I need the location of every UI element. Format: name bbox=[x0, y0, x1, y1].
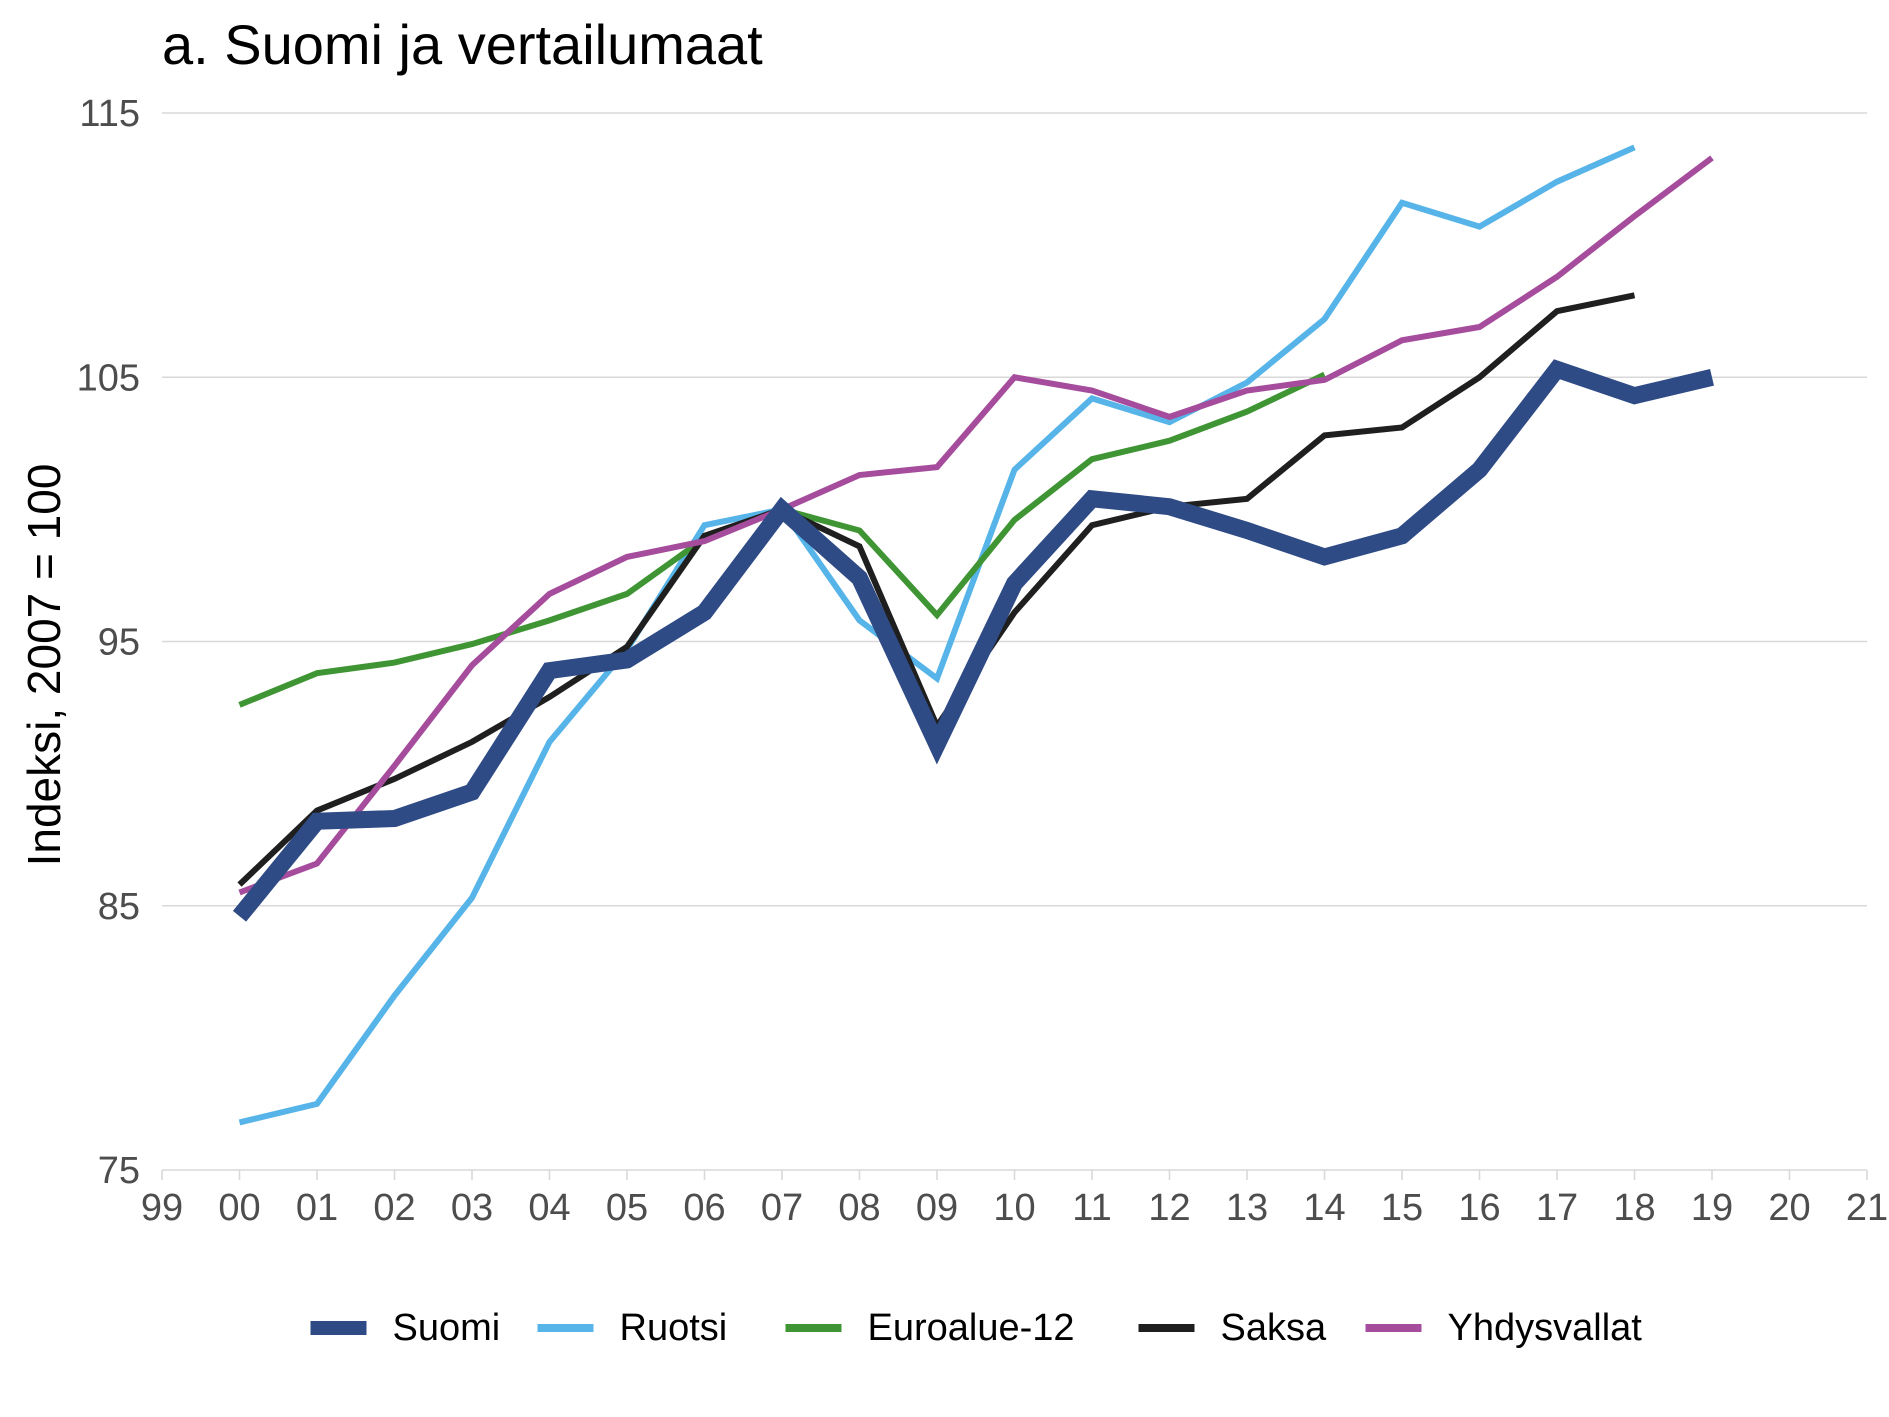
x-tick-label: 09 bbox=[916, 1187, 958, 1229]
x-tick-label: 00 bbox=[218, 1187, 260, 1229]
y-tick-label: 95 bbox=[98, 622, 140, 664]
x-tick-label: 16 bbox=[1458, 1187, 1500, 1229]
x-tick-label: 11 bbox=[1072, 1187, 1111, 1229]
x-tick-label: 06 bbox=[683, 1187, 725, 1229]
y-tick-label: 105 bbox=[77, 357, 140, 399]
x-tick-label: 20 bbox=[1768, 1187, 1810, 1229]
legend-item-ruotsi: Ruotsi bbox=[537, 1307, 728, 1349]
y-axis-label: Indeksi, 2007 = 100 bbox=[18, 464, 70, 867]
series-line-yhdysvallat bbox=[238, 155, 1714, 896]
x-tick-label: 21 bbox=[1846, 1187, 1888, 1229]
x-tick-label: 99 bbox=[141, 1187, 183, 1229]
series-line-ruotsi bbox=[238, 144, 1636, 1126]
x-tick-label: 19 bbox=[1691, 1187, 1733, 1229]
x-tick-label: 17 bbox=[1536, 1187, 1578, 1229]
x-tick-label: 18 bbox=[1613, 1187, 1655, 1229]
y-tick-label: 115 bbox=[79, 93, 140, 135]
legend-item-saksa: Saksa bbox=[1138, 1307, 1327, 1349]
x-tick-label: 10 bbox=[993, 1187, 1035, 1229]
y-tick-label: 85 bbox=[98, 886, 140, 928]
x-tick-label: 13 bbox=[1226, 1187, 1268, 1229]
y-tick-label: 75 bbox=[98, 1150, 140, 1192]
legend-item-euroalue-12: Euroalue-12 bbox=[785, 1307, 1075, 1349]
series-lines bbox=[232, 144, 1714, 1126]
x-tick-label: 01 bbox=[296, 1187, 338, 1229]
legend-label: Suomi bbox=[393, 1307, 501, 1349]
legend-label: Saksa bbox=[1221, 1307, 1327, 1349]
chart-title: a. Suomi ja vertailumaat bbox=[162, 13, 763, 76]
legend: Suomi Ruotsi Euroalue-12 Saksa Yhdysvallat bbox=[310, 1307, 1643, 1349]
legend-label: Euroalue-12 bbox=[868, 1307, 1075, 1349]
series-line-suomi bbox=[232, 359, 1714, 922]
legend-item-suomi: Suomi bbox=[310, 1307, 501, 1349]
x-tick-label: 12 bbox=[1148, 1187, 1190, 1229]
x-tick-label: 14 bbox=[1303, 1187, 1345, 1229]
legend-label: Yhdysvallat bbox=[1448, 1307, 1643, 1349]
x-tick-label: 08 bbox=[838, 1187, 880, 1229]
legend-item-yhdysvallat: Yhdysvallat bbox=[1365, 1307, 1643, 1349]
legend-label: Ruotsi bbox=[620, 1307, 728, 1349]
x-tick-label: 15 bbox=[1381, 1187, 1423, 1229]
x-tick-label: 07 bbox=[761, 1187, 803, 1229]
series-line-euroalue-12 bbox=[238, 371, 1326, 708]
x-tick-label: 03 bbox=[451, 1187, 493, 1229]
x-axis: 99 00 01 02 03 04 05 06 07 08 09 10 11 12 13 14 15 16 17 18… bbox=[141, 1169, 1888, 1229]
y-axis-ticks: 75 85 95 105 115 bbox=[77, 93, 140, 1192]
x-tick-label: 04 bbox=[528, 1187, 570, 1229]
x-tick-label: 05 bbox=[606, 1187, 648, 1229]
x-tick-label: 02 bbox=[373, 1187, 415, 1229]
